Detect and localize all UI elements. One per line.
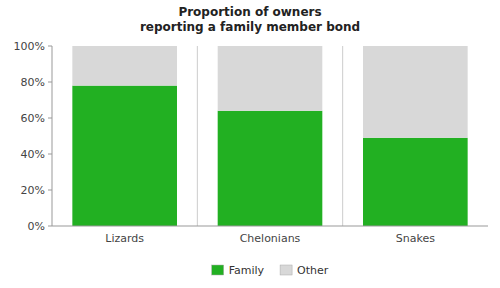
title: Proportion of ownersreporting a family m… — [140, 5, 360, 34]
bars — [72, 46, 467, 226]
legend-item: Other — [280, 264, 329, 277]
y-tick — [48, 82, 52, 83]
legend-item: Family — [212, 264, 265, 277]
bar — [363, 46, 468, 138]
y-tick-label: 80% — [21, 76, 45, 89]
y-tick-label: 40% — [21, 148, 45, 161]
x-axis — [52, 226, 488, 227]
y-tick-label: 0% — [28, 220, 45, 233]
y-axis — [52, 46, 53, 226]
y-tick-label: 100% — [14, 40, 45, 53]
bar — [218, 111, 323, 226]
y-tick-label: 60% — [21, 112, 45, 125]
x-tick-label: Chelonians — [240, 232, 301, 245]
bar — [72, 86, 177, 226]
y-tick — [48, 226, 52, 227]
bar — [363, 138, 468, 226]
x-tick-label: Snakes — [396, 232, 435, 245]
legend-swatch — [212, 265, 224, 275]
legend-label: Other — [297, 264, 329, 277]
divider — [342, 46, 343, 226]
legend-swatch — [280, 265, 292, 275]
y-tick — [48, 118, 52, 119]
bar — [72, 46, 177, 86]
x-tick-label: Lizards — [105, 232, 144, 245]
y-tick — [48, 46, 52, 47]
legend: Family Other — [212, 264, 329, 277]
y-tick-label: 20% — [21, 184, 45, 197]
chart: Proportion of ownersreporting a family m… — [0, 0, 500, 288]
divider — [197, 46, 198, 226]
legend-label: Family — [229, 264, 265, 277]
y-tick — [48, 154, 52, 155]
bar — [218, 46, 323, 111]
y-tick — [48, 190, 52, 191]
